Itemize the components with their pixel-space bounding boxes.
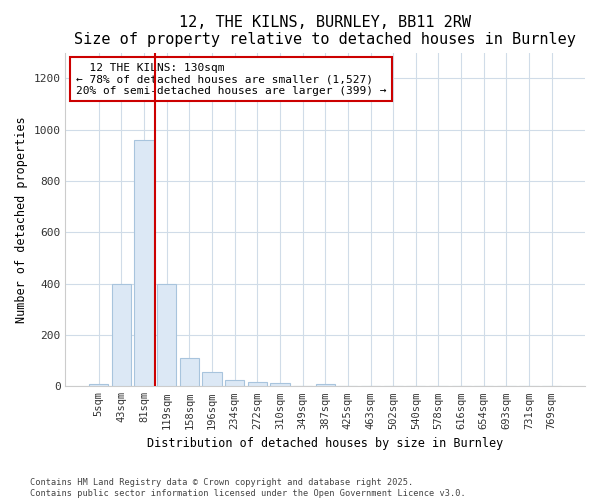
Text: Contains HM Land Registry data © Crown copyright and database right 2025.
Contai: Contains HM Land Registry data © Crown c…	[30, 478, 466, 498]
Title: 12, THE KILNS, BURNLEY, BB11 2RW
Size of property relative to detached houses in: 12, THE KILNS, BURNLEY, BB11 2RW Size of…	[74, 15, 576, 48]
Bar	[134, 140, 154, 386]
Bar	[225, 380, 244, 386]
Bar	[202, 372, 221, 386]
X-axis label: Distribution of detached houses by size in Burnley: Distribution of detached houses by size …	[147, 437, 503, 450]
Bar	[270, 383, 290, 386]
Text: 12 THE KILNS: 130sqm  
← 78% of detached houses are smaller (1,527)
20% of semi-: 12 THE KILNS: 130sqm ← 78% of detached h…	[76, 62, 386, 96]
Bar	[112, 284, 131, 387]
Bar	[157, 284, 176, 387]
Bar	[316, 384, 335, 386]
Bar	[179, 358, 199, 386]
Bar	[89, 384, 108, 386]
Bar	[248, 382, 267, 386]
Y-axis label: Number of detached properties: Number of detached properties	[15, 116, 28, 323]
